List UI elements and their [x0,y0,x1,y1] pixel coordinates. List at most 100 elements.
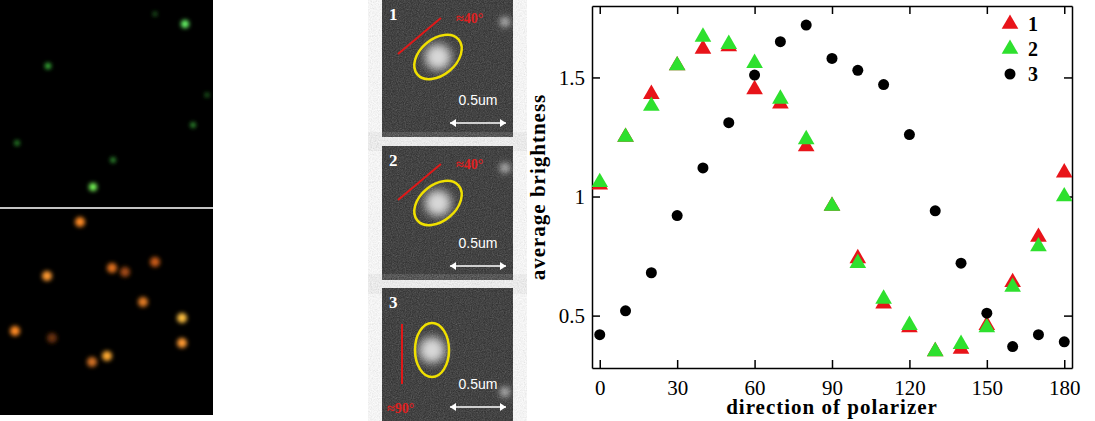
tick-mark [987,6,989,14]
data-point [695,27,712,41]
scale-bar [450,406,506,408]
bright-spot [419,337,445,363]
data-point [930,205,941,216]
data-point [643,96,660,110]
data-point [1007,341,1018,352]
tick-mark [592,315,600,317]
data-point [956,258,967,269]
scale-label: 0.5um [459,376,498,392]
selection-ellipse [415,323,449,377]
angle-label: ≈40° [456,11,483,26]
tick: 1.5 [559,66,600,90]
tick-mark [909,6,911,14]
data-point [979,318,996,332]
data-point [798,130,815,144]
data-point [594,329,605,340]
green-spot [45,63,51,69]
green-spot [111,158,116,163]
orientation-line [401,324,403,384]
data-point [878,79,889,90]
tick-label: 30 [667,376,688,400]
scale-arrowheads [450,119,506,127]
inset-background [382,0,513,137]
green-spot [153,12,157,16]
data-point [775,36,786,47]
data-point [746,54,763,68]
figure: 1≈40°0.5um2≈40°0.5um3≈90°0.5um0306090120… [0,0,1095,421]
tick-mark [1064,77,1072,79]
data-point [927,342,944,356]
tick-label: 150 [972,376,1004,400]
data-point [772,89,789,103]
legend: 123 [1002,13,1038,85]
data-point [669,56,686,70]
tick-mark [1064,315,1072,317]
scale-label: 0.5um [459,235,498,251]
orange-spot [102,351,112,361]
tick-mark [599,360,601,368]
series-2 [592,27,1072,356]
scale-arrowheads [450,403,506,411]
green-spot [181,20,189,28]
tick: 120 [894,360,926,400]
orange-spot [107,263,117,273]
selection-ellipse [406,26,471,88]
data-point [669,56,686,70]
tick [1064,316,1072,317]
tick [987,6,988,14]
inset-noise [382,146,513,280]
tick: 90 [822,360,843,400]
tick [755,6,756,14]
tick: 60 [745,360,766,400]
green-spot [15,141,20,146]
side-spot [500,387,510,397]
data-point [981,308,992,319]
y-axis-title: average brightness [526,94,550,281]
data-point [1056,187,1072,201]
tick [600,6,601,14]
data-point [824,196,841,210]
tick-mark [1064,360,1066,368]
data-point [904,129,915,140]
green-spot [205,93,209,97]
inset-label: 1 [389,5,398,24]
inset-background [382,146,513,280]
orange-spot [10,326,20,336]
tick [677,6,678,14]
tick-mark [677,360,679,368]
tick-mark [677,6,679,14]
data-point [1030,237,1047,251]
tick-mark [754,360,756,368]
tick: 30 [667,360,688,400]
inset-label: 3 [389,293,398,312]
orange-spot [177,338,187,348]
scale-label: 0.5um [459,92,498,108]
x-axis: 0 30 60 90 120 150 180 [593,360,1081,400]
tick-mark [599,6,601,14]
tick-label: 1.5 [559,66,585,90]
image-top [0,0,213,207]
scale-bar [450,265,506,267]
image-divider [0,208,213,209]
tick-label: 0.5 [559,304,585,328]
tick-label: 1 [575,185,586,209]
image-bottom [0,209,213,415]
data-point [1059,336,1070,347]
legend-marker [1002,14,1019,28]
tick-label: 0 [595,376,606,400]
selection-ellipse [406,172,471,234]
data-point [646,267,657,278]
tick-mark [832,6,834,14]
y-axis-right-line [1072,7,1074,369]
tick [1064,6,1065,14]
legend-marker [1005,69,1016,80]
tick [909,6,910,14]
data-point [827,53,838,64]
inset-panel: 2≈40°0.5um [382,146,513,280]
inset-noise [382,288,513,421]
tick: 180 [1049,360,1081,400]
inset-background [382,288,513,421]
data-point [824,196,841,210]
side-spot [500,17,510,27]
legend-marker [1002,39,1019,53]
